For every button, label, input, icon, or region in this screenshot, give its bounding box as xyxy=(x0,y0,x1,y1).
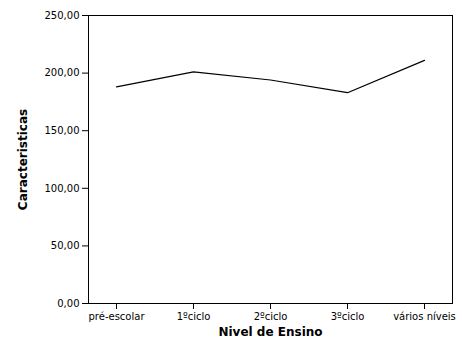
svg-text:pré-escolar: pré-escolar xyxy=(89,311,146,322)
svg-text:1ºciclo: 1ºciclo xyxy=(177,311,211,322)
svg-text:50,00: 50,00 xyxy=(51,240,80,251)
svg-text:2ºciclo: 2ºciclo xyxy=(254,311,288,322)
svg-text:Nivel de Ensino: Nivel de Ensino xyxy=(218,325,322,339)
svg-text:150,00: 150,00 xyxy=(45,125,80,136)
svg-text:0,00: 0,00 xyxy=(57,298,79,309)
svg-text:vários níveis: vários níveis xyxy=(393,311,456,322)
svg-text:200,00: 200,00 xyxy=(45,67,80,78)
svg-text:250,00: 250,00 xyxy=(45,10,80,21)
svg-text:100,00: 100,00 xyxy=(45,183,80,194)
svg-text:Caracteristicas: Caracteristicas xyxy=(16,109,30,210)
svg-text:3ºciclo: 3ºciclo xyxy=(331,311,365,322)
